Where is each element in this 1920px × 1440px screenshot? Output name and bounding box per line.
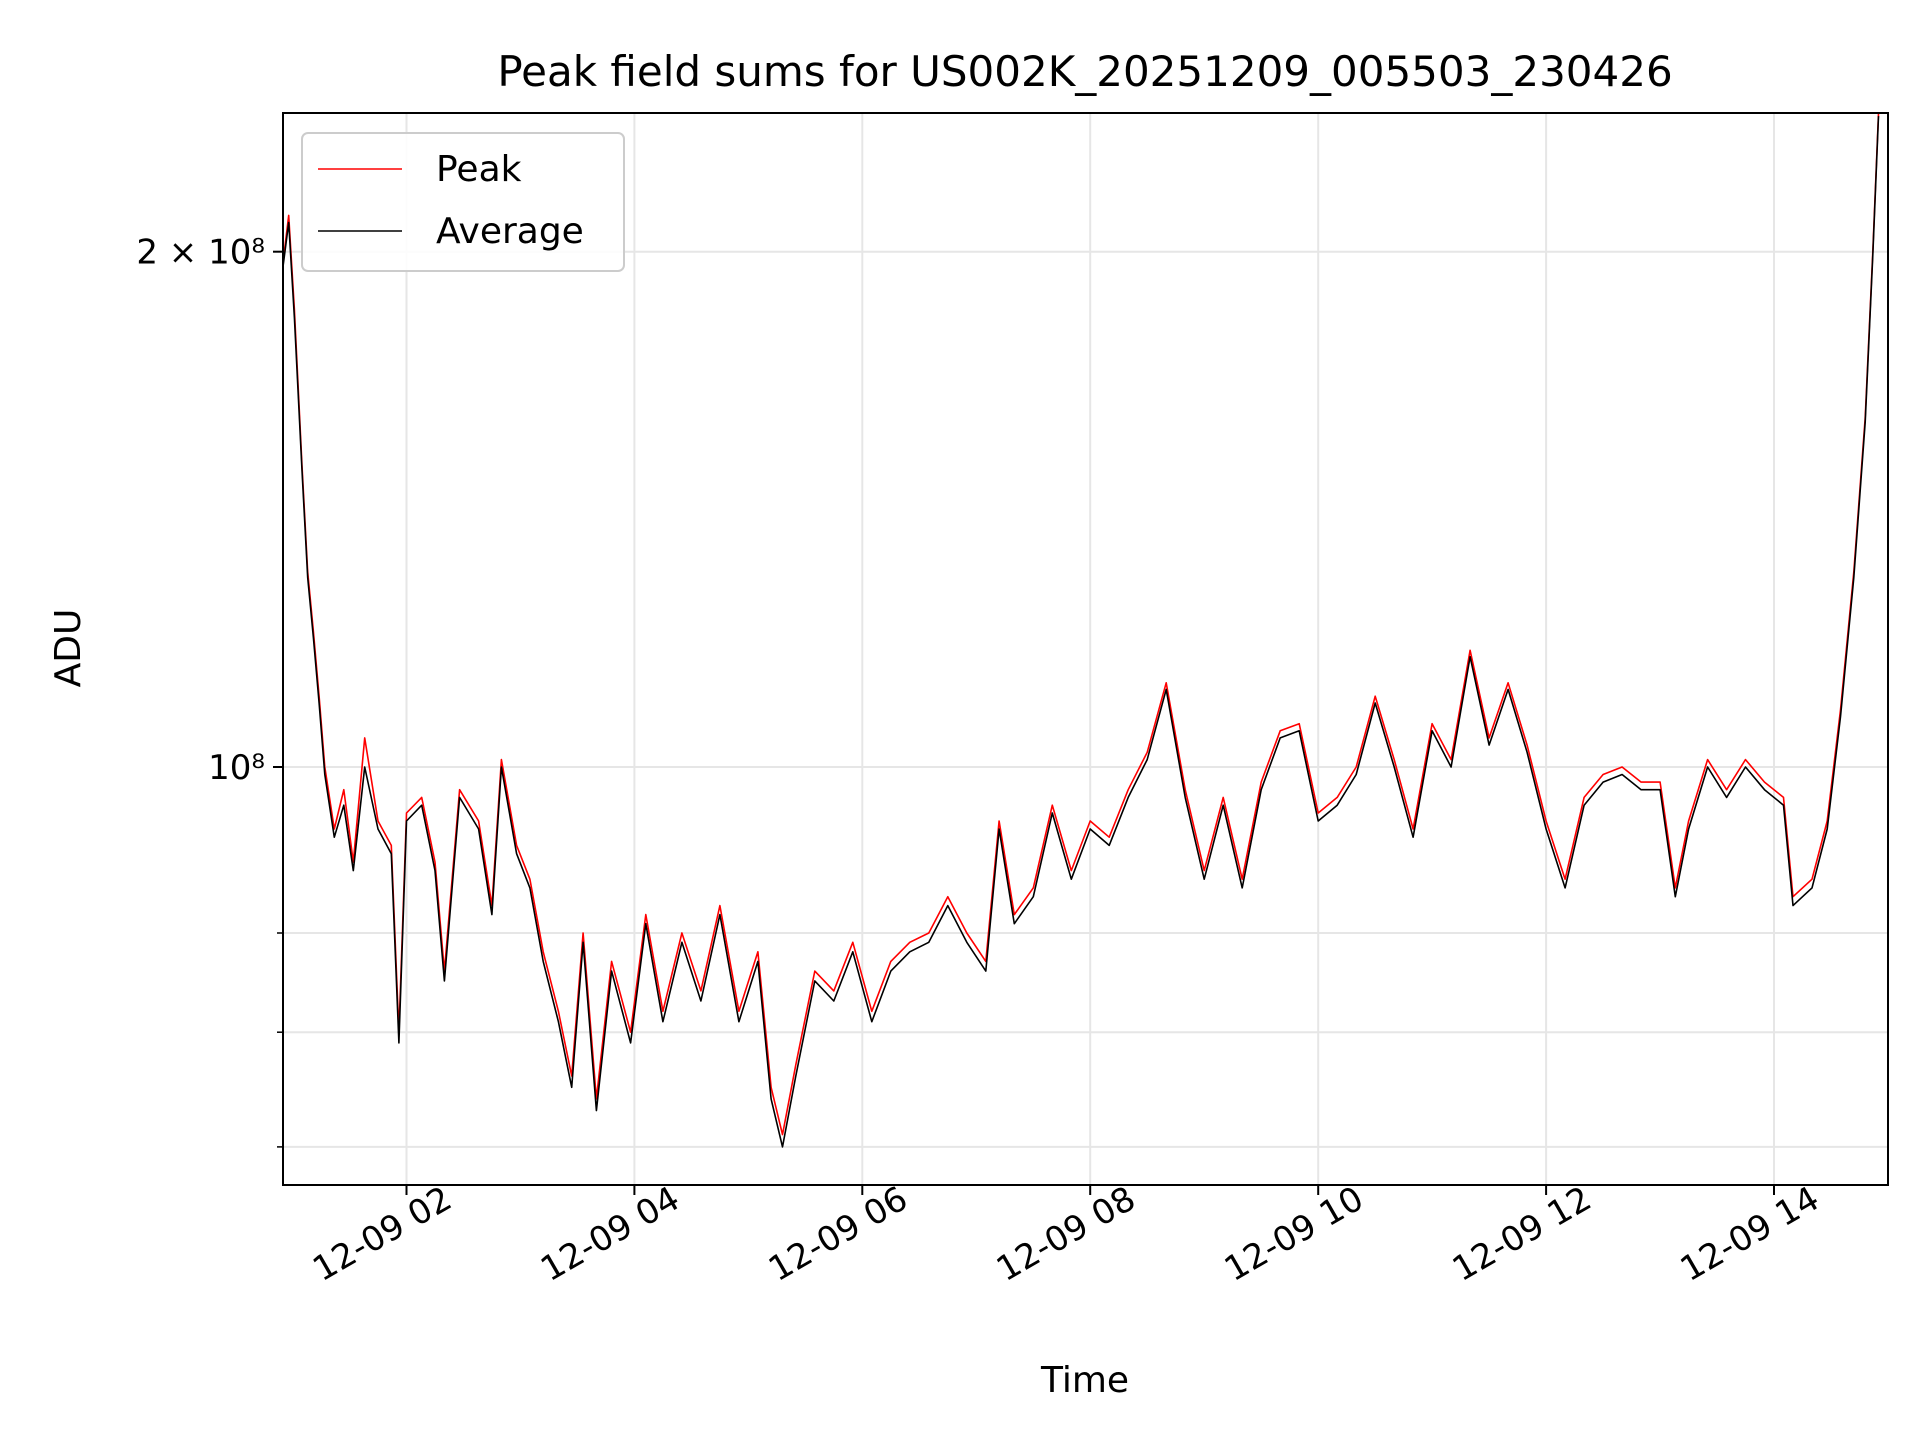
x-axis-label: Time xyxy=(1040,1360,1129,1401)
y-axis: 2 × 10⁸ 10⁸ xyxy=(136,233,283,1148)
series-line-average xyxy=(283,116,1880,1148)
y-tick-label: 2 × 10⁸ xyxy=(136,233,265,273)
legend: Peak Average xyxy=(301,132,625,272)
legend-box xyxy=(301,132,625,272)
legend-average-label: Average xyxy=(436,211,584,252)
legend-peak-label: Peak xyxy=(436,149,522,190)
plot-lines xyxy=(283,113,1880,1148)
y-tick-label: 10⁸ xyxy=(208,748,265,788)
series-line-peak xyxy=(283,113,1880,1136)
plot-frame xyxy=(282,112,1889,1186)
y-axis-label: ADU xyxy=(48,609,89,688)
chart-title: Peak field sums for US002K_20251209_0055… xyxy=(497,47,1672,96)
